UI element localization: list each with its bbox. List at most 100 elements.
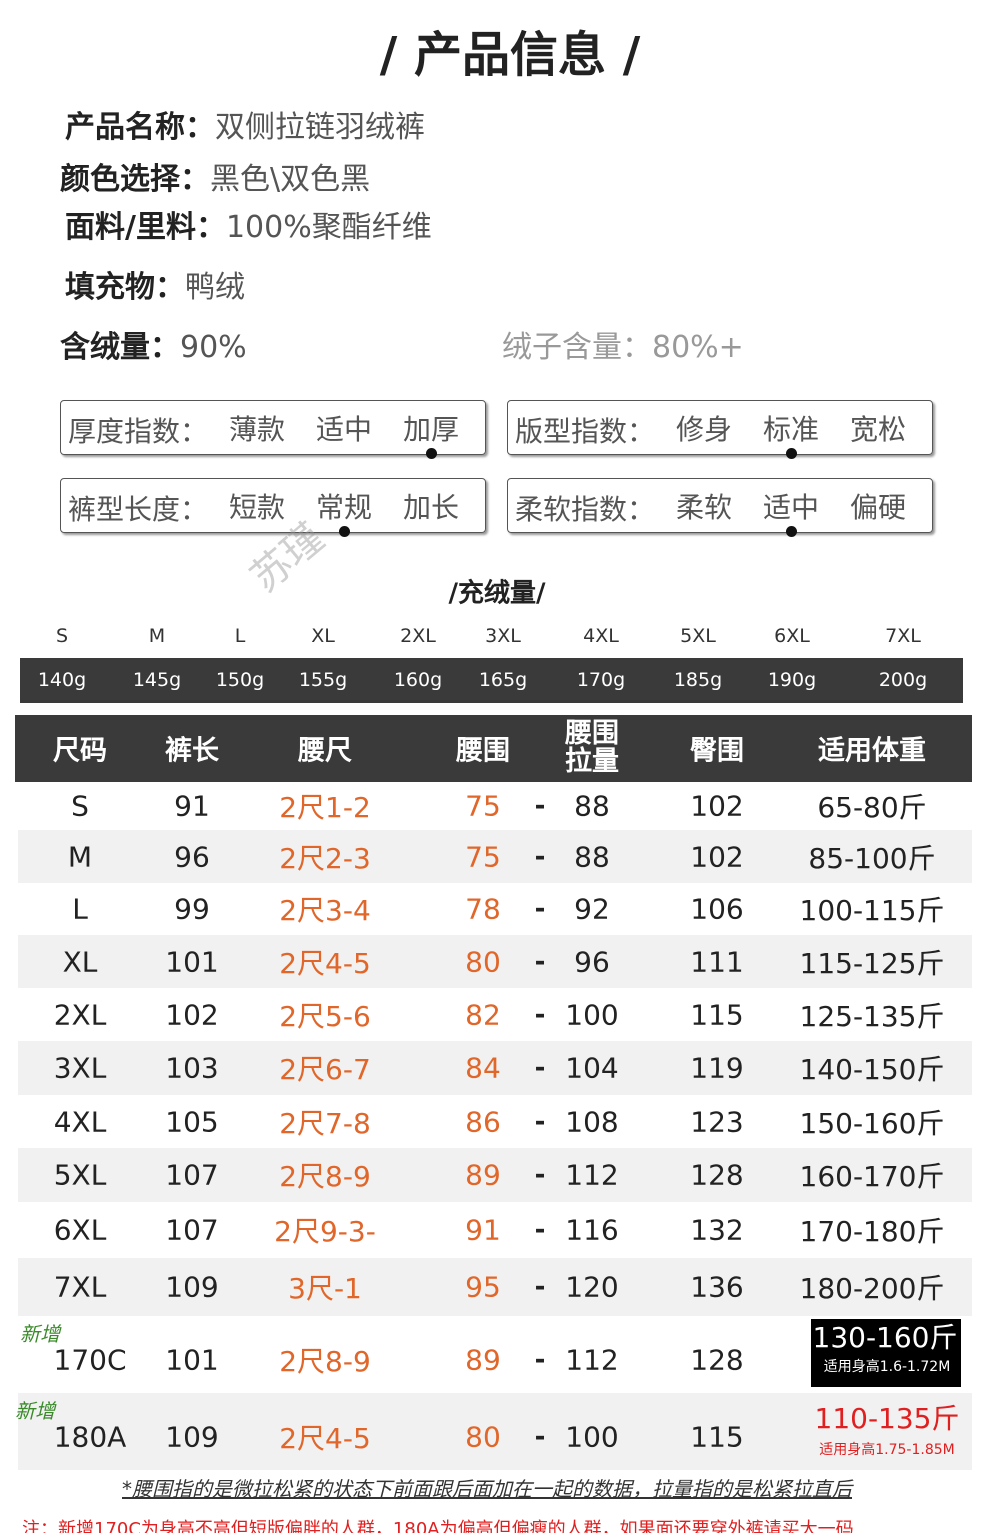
table-cell: 102	[690, 840, 744, 873]
range-dash: -	[534, 1053, 546, 1083]
index-label: 厚度指数：	[68, 415, 209, 448]
fill-weight: 185g	[673, 669, 723, 691]
index-box	[60, 400, 486, 455]
table-cell: 105	[165, 1105, 219, 1138]
table-cell: 2尺8-9	[279, 1344, 371, 1378]
info-value: 黑色\双色黑	[210, 162, 371, 197]
table-row	[18, 883, 972, 935]
index-option: 短款	[228, 491, 286, 524]
column-header: 裤长	[165, 735, 219, 767]
table-cell: 107	[165, 1158, 219, 1192]
column-header: 腰围	[456, 735, 510, 767]
table-cell: XL	[62, 945, 98, 978]
info-value: 80%+	[652, 330, 744, 365]
table-cell: 89	[465, 1158, 501, 1192]
index-option: 宽松	[849, 413, 907, 446]
footnote: 注：新增170C为身高不高但短版偏胖的人群，180A为偏高但偏瘦的人群，如果面还…	[22, 1519, 854, 1533]
table-cell: 2尺1-2	[279, 791, 371, 824]
info-row: 填充物：鸭绒	[65, 262, 245, 306]
table-cell: 180-200斤	[799, 1272, 945, 1305]
index-option: 标准	[762, 413, 820, 446]
table-cell: 106	[690, 892, 744, 926]
table-row	[18, 935, 972, 988]
table-cell: M	[67, 840, 93, 873]
table-cell: 2尺4-5	[279, 1421, 371, 1455]
fill-weight: 150g	[215, 669, 265, 691]
fill-size: 5XL	[680, 625, 716, 647]
range-dash: -	[534, 791, 546, 821]
table-cell: 115	[690, 1420, 744, 1453]
info-label: 面料/里料：	[65, 210, 226, 245]
info-row: 产品名称：双侧拉链羽绒裤	[65, 102, 425, 146]
table-cell: 2尺8-9	[279, 1160, 371, 1193]
table-row	[18, 1095, 972, 1148]
table-cell: 2尺4-5	[279, 946, 371, 980]
index-marker	[786, 448, 797, 459]
table-cell: 130-160斤	[812, 1321, 958, 1354]
index-option: 常规	[315, 491, 373, 524]
column-header: 腰尺	[298, 735, 352, 767]
table-cell: 80	[465, 1420, 501, 1453]
range-dash: -	[534, 1421, 546, 1452]
table-cell: 112	[565, 1158, 619, 1192]
index-label: 版型指数：	[515, 415, 656, 448]
fill-weight: 190g	[767, 669, 817, 691]
table-cell: 7XL	[53, 1270, 107, 1304]
table-row	[18, 1202, 972, 1258]
info-row: 含绒量：90%	[60, 322, 247, 366]
table-cell: 160-170斤	[799, 1160, 945, 1193]
table-cell: 125-135斤	[799, 999, 945, 1033]
index-option: 适中	[762, 491, 820, 524]
table-cell: 170-180斤	[799, 1215, 945, 1248]
table-cell: 2尺2-3	[279, 841, 371, 875]
fill-size: XL	[311, 625, 335, 647]
table-header	[15, 715, 972, 782]
index-option: 修身	[675, 413, 733, 446]
table-cell: 115-125斤	[799, 946, 945, 980]
index-option: 薄款	[228, 413, 286, 446]
table-cell: 78	[465, 892, 501, 926]
table-cell: 109	[165, 1420, 219, 1453]
index-marker	[426, 448, 437, 459]
table-cell: 89	[465, 1343, 501, 1376]
index-option: 加厚	[402, 413, 460, 446]
table-cell: 111	[690, 945, 744, 978]
fill-title: /充绒量/	[448, 578, 546, 609]
fill-weight: 160g	[393, 669, 443, 691]
index-label: 柔软指数：	[515, 493, 656, 526]
info-label: 填充物：	[65, 270, 185, 305]
weight-box	[811, 1319, 961, 1387]
table-cell: 86	[465, 1105, 501, 1138]
index-label: 裤型长度：	[68, 493, 209, 526]
row-tag: 新增	[20, 1322, 60, 1346]
fill-weight: 145g	[132, 669, 182, 691]
range-dash: -	[534, 1215, 546, 1245]
column-header: 适用体重	[818, 735, 926, 767]
range-dash: -	[534, 999, 546, 1030]
index-box	[60, 478, 486, 533]
table-cell: 170C	[53, 1343, 127, 1376]
table-cell: S	[71, 789, 89, 823]
table-cell: 100	[565, 1420, 619, 1453]
table-cell: 102	[165, 998, 219, 1031]
info-value: 100%聚酯纤维	[225, 210, 432, 245]
table-cell: L	[72, 892, 88, 926]
table-cell: 136	[690, 1270, 744, 1304]
range-dash: -	[534, 894, 546, 924]
table-row	[18, 1041, 972, 1095]
table-cell: 2尺3-4	[279, 894, 371, 927]
table-cell: 88	[574, 789, 610, 823]
fill-size: 4XL	[583, 625, 619, 647]
footnote: *腰围指的是微拉松紧的状态下前面跟后面加在一起的数据，拉量指的是松紧拉直后	[122, 1477, 852, 1501]
fill-size: 6XL	[774, 625, 810, 647]
table-cell: 5XL	[53, 1158, 107, 1192]
fill-weight: 155g	[298, 669, 348, 691]
table-cell: 102	[690, 789, 744, 823]
table-cell: 2尺7-8	[279, 1106, 371, 1140]
index-marker	[786, 526, 797, 537]
column-header: 腰围拉量	[565, 718, 619, 777]
column-header: 尺码	[53, 735, 107, 767]
title: / 产品信息 /	[379, 27, 641, 83]
table-row	[18, 1258, 972, 1316]
